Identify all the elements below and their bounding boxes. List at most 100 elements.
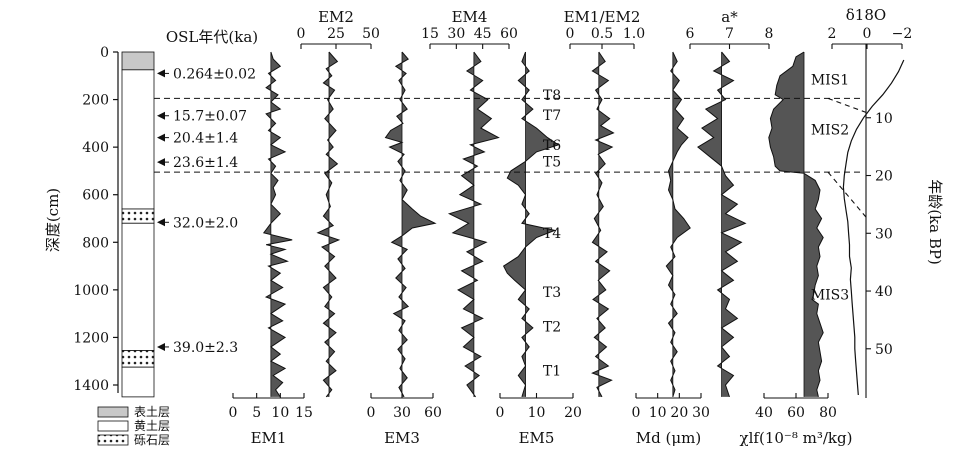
em5-tick-label: 0: [496, 405, 505, 421]
lithology-layer-gravel: [121, 350, 155, 368]
osl-dates: OSL年代(ka) 0.264±0.02 15.7±0.07 20.4±1.4 23.6…: [157, 28, 258, 356]
em5-tick-label: 20: [564, 405, 582, 421]
lithology-layer-topsoil: [121, 51, 155, 71]
legend-label-gravel: 砾石层: [134, 433, 170, 447]
terrace-label-T3: T3: [543, 285, 561, 301]
age-tick-label: 30: [875, 226, 893, 242]
panel-md: 0 10 20 30 Md (μm): [632, 51, 710, 447]
depth-tick-label: 1000: [73, 283, 109, 299]
em2-axis-title: EM2: [318, 8, 354, 26]
depth-axis-title: 深度(cm): [44, 188, 62, 252]
em1-tick-label: 10: [271, 405, 289, 421]
osl-date-label: 0.264±0.02: [173, 66, 256, 82]
osl-date-label: 15.7±0.07: [173, 109, 247, 125]
depth-tick-label: 600: [82, 188, 109, 204]
md-tick-label: 20: [670, 405, 688, 421]
osl-date-label: 20.4±1.4: [173, 131, 238, 147]
chi-tick-label: 40: [755, 405, 773, 421]
chi-fill: [768, 52, 824, 397]
boundary-lines: [154, 97, 867, 218]
em1-tick-label: 5: [252, 405, 261, 421]
mis-label-MIS2: MIS2: [811, 122, 849, 138]
em2-fill: [317, 52, 339, 397]
em3-tick-label: 60: [424, 405, 442, 421]
terrace-label-T6: T6: [543, 138, 561, 154]
astar-axis-title: a*: [721, 8, 738, 26]
depth-tick-label: 400: [82, 140, 109, 156]
osl-marker: [157, 218, 165, 227]
lithology-layer-loess: [121, 366, 155, 398]
astar-tick-label: 7: [725, 26, 734, 42]
osl-marker: [157, 158, 165, 167]
chi-tick-label: 60: [787, 405, 805, 421]
em2-tick-label: 0: [297, 26, 306, 42]
mis-label-MIS3: MIS3: [811, 288, 849, 304]
depth-tick-label: 800: [82, 235, 109, 251]
em4-tick-label: 60: [500, 26, 518, 42]
age-tick-label: 50: [875, 342, 893, 358]
age-axis-title: 年龄(ka BP): [926, 179, 944, 265]
terrace-label-T5: T5: [543, 154, 561, 170]
terrace-label-T7: T7: [543, 108, 561, 124]
osl-date-label: 32.0±2.0: [173, 215, 238, 231]
astar-line: [697, 51, 747, 398]
em2-tick-label: 25: [327, 26, 345, 42]
legend-label-loess: 黄土层: [134, 419, 170, 433]
md-fill: [666, 52, 691, 397]
depth-tick-label: 1200: [73, 330, 109, 346]
ratio-axis-title: EM1/EM2: [564, 8, 641, 26]
legend-swatch-gravel: [97, 434, 129, 446]
chi-tick-label: 80: [819, 405, 837, 421]
md-tick-label: 30: [692, 405, 710, 421]
osl-marker: [157, 342, 165, 351]
em5-fill: [503, 52, 559, 397]
em3-tick-label: 30: [393, 405, 411, 421]
lithology-column: [121, 51, 155, 398]
depth-tick-label: 1400: [73, 378, 109, 394]
boundary-connector: [827, 97, 867, 113]
astar-tick-label: 8: [765, 26, 774, 42]
age-tick-label: 20: [875, 169, 893, 185]
d18o-tick-label: −2: [892, 26, 913, 42]
chi-line: [768, 51, 824, 398]
em3-axis-title: EM3: [384, 429, 420, 447]
terrace-label-T8: T8: [543, 88, 561, 104]
panel-em4: 15 30 45 60 EM4: [421, 8, 518, 398]
depth-tick-label: 200: [82, 93, 109, 109]
em2-tick-label: 50: [362, 26, 380, 42]
em1-tick-label: 15: [295, 405, 313, 421]
chi-axis-title: χlf(10⁻⁸ m³/kg): [740, 429, 853, 447]
age-tick-label: 40: [875, 284, 893, 300]
d18o-axis-title: δ18O: [846, 6, 886, 24]
em4-axis-title: EM4: [452, 8, 488, 26]
em1-fill: [263, 52, 293, 397]
em5-tick-label: 10: [528, 405, 546, 421]
lithology-layer-gravel: [121, 208, 155, 224]
osl-marker: [157, 111, 165, 120]
em1-axis-title: EM1: [251, 429, 287, 447]
age-axis: 10 20 30 40 50 年龄(ka BP): [865, 44, 944, 398]
terrace-label-T1: T1: [543, 364, 561, 380]
osl-marker: [157, 133, 165, 142]
em4-line: [447, 51, 500, 398]
terrace-label-T4: T4: [543, 226, 561, 242]
depth-tick-label: 0: [100, 45, 109, 61]
md-tick-label: 10: [649, 405, 667, 421]
osl-marker: [157, 69, 165, 78]
legend-swatch-loess: [97, 420, 129, 432]
lithology-layer-loess: [121, 222, 155, 351]
legend-label-topsoil: 表土层: [134, 405, 170, 419]
d18o-curve: [842, 59, 905, 396]
osl-date-label: 39.0±2.3: [173, 340, 238, 356]
osl-date-label: 23.6±1.4: [173, 155, 238, 171]
em1-tick-label: 0: [229, 405, 238, 421]
ratio-tick-label: 0.5: [591, 26, 613, 42]
ratio-tick-label: 1.0: [623, 26, 645, 42]
em4-tick-label: 45: [474, 26, 492, 42]
panel-astar: 6 7 8 a*: [686, 8, 774, 398]
d18o-tick-label: 0: [863, 26, 872, 42]
panel-chi: 40 60 80 χlf(10⁻⁸ m³/kg): [740, 51, 853, 447]
